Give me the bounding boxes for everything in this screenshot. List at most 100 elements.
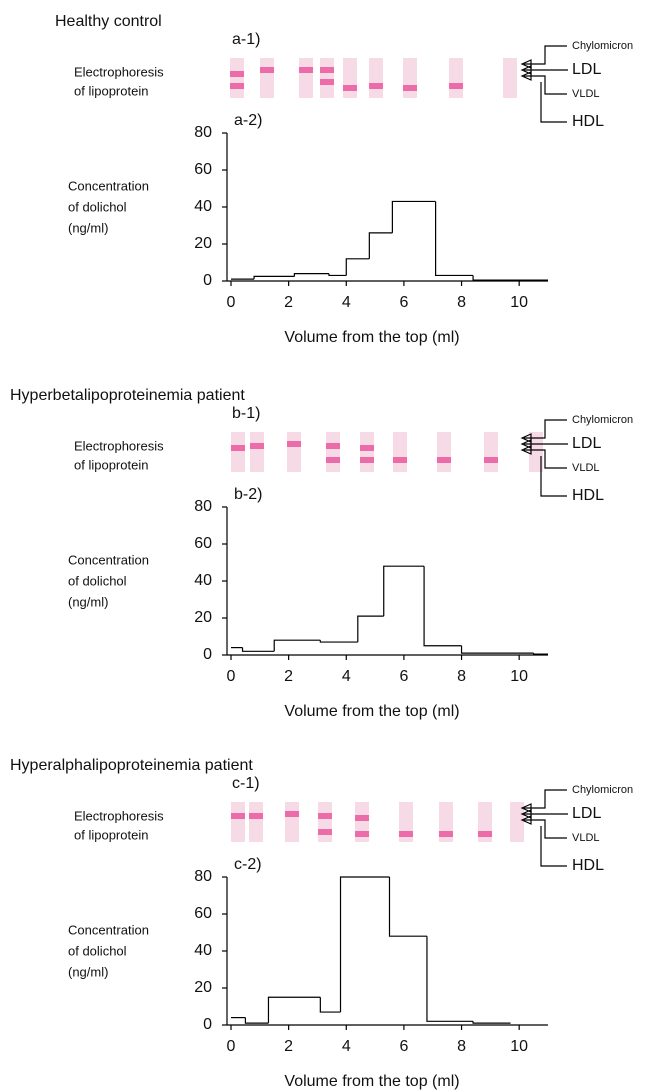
y-axis-label: of dolichol (68, 573, 127, 588)
band-label: VLDL (572, 88, 600, 100)
band-bracket (524, 790, 568, 866)
gel-strip (449, 58, 463, 98)
panel-title: Hyperbetalipoproteinemia patient (10, 387, 245, 404)
strip-panel-label: a-1) (232, 31, 260, 48)
gel-band (369, 83, 383, 89)
gel-band (230, 71, 244, 77)
gel-band (260, 67, 274, 73)
gel-band (439, 831, 453, 837)
histogram-step (534, 653, 548, 654)
x-tick-label: 2 (284, 294, 293, 311)
x-tick-label: 4 (342, 294, 351, 311)
gel-band (231, 813, 245, 819)
gel-strip (260, 58, 274, 98)
gel-strip (484, 432, 498, 472)
gel-strip (231, 432, 245, 472)
y-tick-label: 40 (194, 572, 212, 589)
gel-strip (503, 58, 517, 98)
x-tick-label: 0 (227, 668, 236, 685)
gel-strip (249, 802, 263, 842)
histogram-step (245, 1018, 268, 1024)
histogram-step (473, 1021, 510, 1023)
x-tick-label: 8 (457, 668, 466, 685)
y-axis-label: of dolichol (68, 943, 127, 958)
gel-strip (369, 58, 383, 98)
strip-label: Electrophoresis (74, 808, 164, 823)
gel-strip (231, 802, 245, 842)
x-tick-label: 10 (510, 668, 528, 685)
figure: Healthy controla-1)a-2)Electrophoresisof… (0, 0, 664, 1092)
y-tick-label: 0 (203, 272, 212, 289)
gel-band (318, 829, 332, 835)
band-label: Chylomicron (572, 414, 633, 426)
gel-band (437, 457, 451, 463)
y-axis-label: (ng/ml) (68, 220, 108, 235)
x-tick-label: 2 (284, 668, 293, 685)
x-tick-label: 10 (510, 1038, 528, 1055)
band-label: HDL (572, 113, 604, 130)
y-axis-label: Concentration (68, 922, 149, 937)
gel-band (299, 67, 313, 73)
gel-band (285, 811, 299, 817)
gel-strip (285, 802, 299, 842)
gel-strip (287, 432, 301, 472)
y-tick-label: 60 (194, 535, 212, 552)
gel-strip (320, 58, 334, 98)
y-tick-label: 80 (194, 498, 212, 515)
y-tick-label: 20 (194, 235, 212, 252)
gel-band (484, 457, 498, 463)
x-tick-label: 2 (284, 1038, 293, 1055)
histogram-step (384, 566, 424, 616)
gel-band (231, 445, 245, 451)
strip-label: of lipoprotein (74, 83, 148, 98)
histogram-step (369, 233, 392, 259)
y-tick-label: 0 (203, 646, 212, 663)
histogram-step (320, 997, 340, 1012)
band-bracket (524, 46, 568, 122)
gel-band (403, 85, 417, 91)
gel-strip (230, 58, 244, 98)
y-axis-label: (ng/ml) (68, 594, 108, 609)
plot-panel-label: a-2) (234, 112, 262, 129)
gel-band (326, 457, 340, 463)
plot-panel-label: b-2) (234, 486, 262, 503)
y-axis-label: (ng/ml) (68, 964, 108, 979)
histogram-step (462, 646, 534, 653)
gel-band (326, 443, 340, 449)
y-tick-label: 60 (194, 161, 212, 178)
gel-band (360, 445, 374, 451)
band-label: Chylomicron (572, 784, 633, 796)
x-tick-label: 8 (457, 294, 466, 311)
gel-band (320, 67, 334, 73)
x-tick-label: 6 (399, 668, 408, 685)
gel-band (355, 831, 369, 837)
histogram-step (243, 648, 275, 652)
histogram-step (436, 201, 473, 275)
y-tick-label: 0 (203, 1016, 212, 1033)
gel-band (360, 457, 374, 463)
histogram-step (294, 274, 329, 277)
gel-band (320, 79, 334, 85)
x-tick-label: 4 (342, 668, 351, 685)
band-label: VLDL (572, 832, 600, 844)
y-tick-label: 40 (194, 198, 212, 215)
gel-band (249, 813, 263, 819)
y-tick-label: 80 (194, 124, 212, 141)
x-tick-label: 0 (227, 1038, 236, 1055)
x-axis-label: Volume from the top (ml) (284, 703, 459, 720)
x-tick-label: 6 (399, 1038, 408, 1055)
histogram-step (320, 640, 357, 642)
y-tick-label: 40 (194, 942, 212, 959)
strip-label: Electrophoresis (74, 438, 164, 453)
y-axis-label: Concentration (68, 552, 149, 567)
gel-strip (250, 432, 264, 472)
band-label: LDL (572, 435, 601, 452)
x-tick-label: 6 (399, 294, 408, 311)
gel-band (399, 831, 413, 837)
plot-panel-label: c-2) (234, 856, 262, 873)
band-label: LDL (572, 61, 601, 78)
strip-panel-label: b-1) (232, 405, 260, 422)
y-tick-label: 20 (194, 609, 212, 626)
histogram-step (424, 566, 461, 646)
band-label: HDL (572, 857, 604, 874)
